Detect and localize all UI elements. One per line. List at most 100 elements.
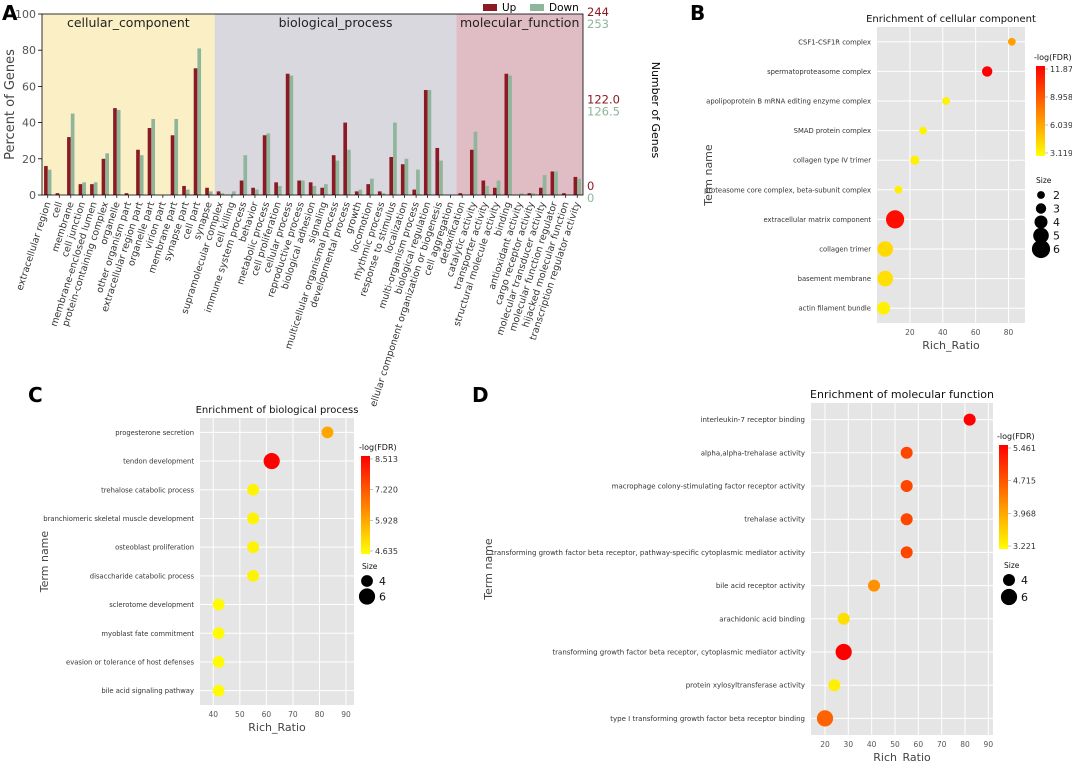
bar-up: [78, 184, 83, 195]
chart-title: Enrichment of biological process: [196, 405, 359, 416]
bar-down: [485, 185, 489, 195]
term-label: CSF1-CSF1R complex: [798, 38, 871, 46]
bar-down: [554, 171, 558, 195]
group-background: [456, 14, 583, 195]
plot-background: [811, 403, 993, 735]
bubble-point: [942, 97, 950, 105]
panel-a-bar-chart: cellular_component biological_process mole…: [3, 2, 662, 408]
bar-down: [70, 113, 75, 195]
bar-down: [185, 189, 190, 195]
size-legend-label: 4: [1021, 574, 1028, 587]
bar-down: [151, 118, 156, 195]
term-label: arachidonic acid binding: [719, 615, 805, 623]
bar-down: [381, 193, 386, 195]
bar-down: [324, 184, 328, 195]
bar-up: [423, 90, 428, 195]
bar-up: [469, 149, 474, 195]
bar-up: [481, 180, 486, 195]
bar-up: [170, 135, 175, 195]
x-tick-label: 40: [209, 710, 219, 719]
panel-label-c: C: [28, 383, 43, 407]
size-legend-dot: [1033, 227, 1049, 244]
bar-down: [416, 169, 420, 195]
size-legend-label: 5: [1053, 230, 1060, 243]
size-legend-label: 4: [1053, 216, 1060, 229]
x-tick-label: 40: [867, 740, 877, 749]
bar-up: [216, 191, 221, 195]
colorbar-tick-label: 4.715: [1013, 477, 1036, 486]
panel-c-bubble-chart: Enrichment of biological process 40 50 60 70…: [38, 405, 398, 734]
bar-down: [427, 90, 432, 195]
bubble-point: [900, 480, 913, 492]
term-label: interleukin-7 receptor binding: [701, 416, 806, 424]
bar-up: [550, 171, 555, 195]
bar-down: [300, 180, 305, 195]
colorbar-tick-label: 3.968: [1013, 509, 1036, 518]
size-legend-label: 2: [1053, 189, 1060, 202]
bar-up: [124, 193, 129, 195]
bar-down: [289, 75, 294, 195]
term-label: branchiomeric skeletal muscle developmen…: [43, 515, 194, 523]
bubble-point: [263, 452, 280, 470]
colorbar-title: -log(FDR): [359, 443, 397, 452]
bar-down: [208, 191, 213, 195]
bar-down: [139, 155, 144, 195]
bar-up: [205, 187, 209, 195]
x-tick-label: 50: [235, 710, 245, 719]
bar-down: [105, 153, 109, 195]
bubble-point: [894, 185, 903, 194]
x-tick-label: 30: [844, 740, 854, 749]
term-label: trehalase activity: [744, 516, 805, 524]
x-tick-label: 90: [341, 710, 351, 719]
bar-down: [519, 193, 524, 195]
bubble-point: [247, 512, 260, 525]
bubble-point: [828, 679, 841, 692]
group-label: cellular_component: [67, 15, 190, 30]
colorbar-tick-label: 3.221: [1013, 542, 1036, 551]
bar-down: [393, 122, 397, 195]
colorbar: [361, 456, 370, 554]
colorbar-tick-label: 8.513: [375, 455, 398, 464]
x-tick-label: extracellular region: [15, 201, 54, 292]
term-label: alpha,alpha-trehalase activity: [701, 449, 805, 457]
size-legend-dot: [1037, 191, 1045, 199]
bar-up: [113, 108, 117, 195]
term-label: progesterone secretion: [115, 429, 194, 437]
term-label: proteasome core complex, beta-subunit co…: [704, 186, 871, 194]
term-label: macrophage colony-stimulating factor rec…: [612, 483, 805, 491]
bar-down: [254, 189, 259, 195]
size-legend-label: 6: [1021, 591, 1028, 604]
x-axis-label: Rich_Ratio: [873, 751, 931, 762]
bar-down: [266, 133, 271, 195]
chart-title: Enrichment of molecular function: [810, 388, 994, 401]
term-label: osteoblast proliferation: [115, 544, 194, 552]
panel-b-bubble-chart: Enrichment of cellular component 20 40 60 80…: [702, 14, 1072, 352]
colorbar-tick-label: 4.635: [375, 547, 398, 556]
term-label: protein xylosyltransferase activity: [686, 682, 805, 690]
term-label: transforming growth factor beta receptor…: [491, 549, 805, 557]
x-tick-label: 60: [262, 710, 272, 719]
bar-down: [82, 182, 86, 195]
bar-up: [44, 166, 48, 195]
bubble-point: [900, 546, 913, 559]
legend-label-down: Down: [549, 2, 579, 14]
term-label: disaccharide catabolic process: [90, 572, 195, 580]
bar-down: [93, 182, 98, 195]
bar-up: [182, 185, 186, 195]
y-tick-label: 0: [29, 189, 36, 202]
bubble-point: [1007, 37, 1016, 46]
bar-down: [542, 175, 547, 195]
colorbar-tick-label: 7.220: [375, 486, 398, 495]
bubble-point: [910, 155, 920, 165]
bar-up: [262, 135, 267, 195]
bubble-point: [835, 643, 852, 661]
bar-up: [400, 164, 405, 195]
bubble-point: [816, 710, 834, 727]
term-label: sclerotome development: [109, 601, 194, 609]
bubble-point: [321, 426, 334, 439]
bubble-point: [981, 66, 993, 77]
term-label: myoblast fate commitment: [101, 630, 194, 638]
y-axis-label: Term name: [702, 144, 715, 207]
bar-up: [101, 158, 106, 195]
